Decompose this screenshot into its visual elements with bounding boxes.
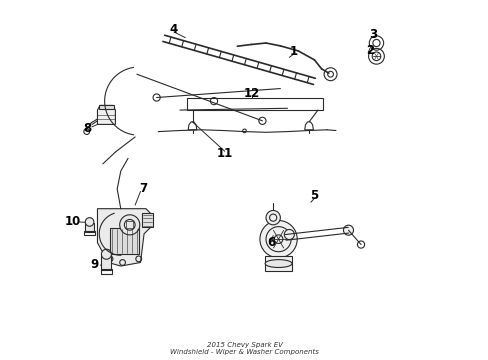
Circle shape <box>101 249 111 259</box>
Text: 5: 5 <box>310 189 318 202</box>
Text: 3: 3 <box>368 28 376 41</box>
Text: 1: 1 <box>289 45 297 58</box>
Polygon shape <box>97 209 151 266</box>
Text: 12: 12 <box>243 87 259 100</box>
Text: 4: 4 <box>169 23 178 36</box>
Bar <box>126 221 133 228</box>
Text: 11: 11 <box>216 147 232 160</box>
Text: 2: 2 <box>365 44 373 57</box>
Text: 7: 7 <box>139 182 147 195</box>
Ellipse shape <box>264 260 291 267</box>
Circle shape <box>85 218 94 226</box>
Bar <box>110 228 139 253</box>
Circle shape <box>260 221 297 258</box>
Bar <box>101 255 111 270</box>
Bar <box>142 213 153 226</box>
Bar <box>84 231 95 235</box>
Bar <box>264 256 291 271</box>
Polygon shape <box>97 105 115 125</box>
Text: 10: 10 <box>64 215 81 229</box>
Bar <box>99 105 114 109</box>
Circle shape <box>343 225 353 235</box>
Circle shape <box>265 211 280 225</box>
Bar <box>85 223 94 231</box>
Circle shape <box>284 229 294 239</box>
Text: 9: 9 <box>91 258 99 271</box>
Text: 2015 Chevy Spark EV
Windshield - Wiper & Washer Components: 2015 Chevy Spark EV Windshield - Wiper &… <box>170 342 318 355</box>
Circle shape <box>120 215 140 235</box>
Bar <box>187 98 323 110</box>
Text: 8: 8 <box>83 122 91 135</box>
Text: 6: 6 <box>267 236 275 249</box>
Bar <box>101 269 112 274</box>
